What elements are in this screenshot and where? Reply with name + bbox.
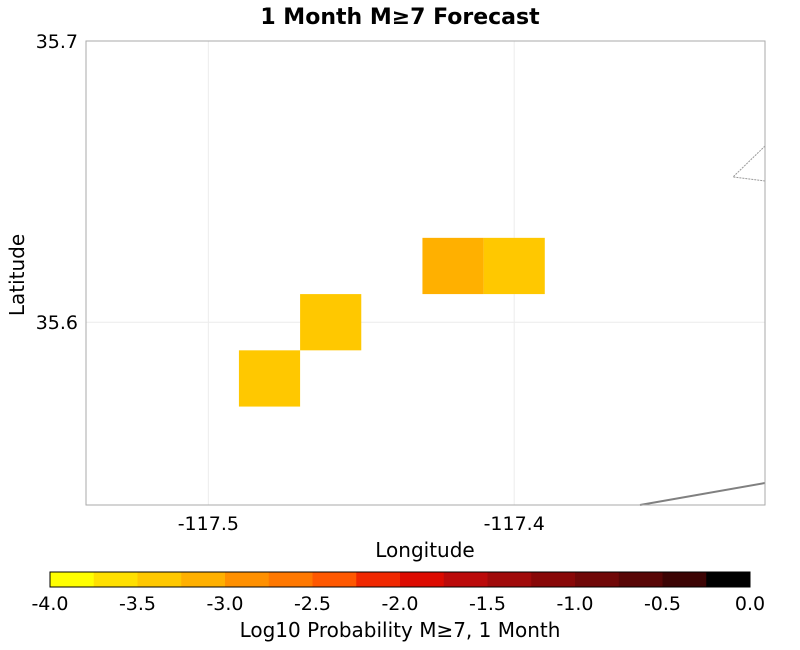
colorbar-swatch	[50, 572, 95, 587]
chart-title: 1 Month M≥7 Forecast	[260, 5, 540, 30]
x-axis-ticks: -117.5 -117.4	[178, 513, 545, 535]
y-axis-ticks: 35.7 35.6	[36, 31, 78, 334]
plot-frame	[85, 40, 766, 506]
colorbar-swatch	[662, 572, 707, 587]
colorbar-tick-label: -3.0	[206, 593, 243, 615]
x-tick-label: -117.4	[484, 513, 545, 535]
colorbar-swatch	[225, 572, 270, 587]
y-tick-label: 35.7	[36, 31, 78, 53]
colorbar-tick-label: -1.0	[556, 593, 593, 615]
colorbar-label: Log10 Probability M≥7, 1 Month	[240, 618, 561, 642]
colorbar-swatch	[181, 572, 226, 587]
colorbar-ticks: -4.0 -3.5 -3.0 -2.5 -2.0 -1.5 -1.0 -0.5 0.0	[31, 593, 765, 615]
colorbar-swatch	[356, 572, 401, 587]
colorbar-swatch	[443, 572, 488, 587]
colorbar-swatch	[137, 572, 182, 587]
colorbar-swatch	[312, 572, 357, 587]
heatmap-cell	[238, 350, 301, 407]
heatmap-cell	[300, 294, 362, 351]
colorbar-swatch	[531, 572, 576, 587]
colorbar-swatch	[706, 572, 751, 587]
colorbar-frame	[49, 571, 751, 588]
colorbar-tick-label: -0.5	[644, 593, 681, 615]
colorbar-tick-label: -2.5	[294, 593, 331, 615]
fault-trace-solid	[639, 482, 766, 506]
fault-lines	[639, 145, 766, 506]
fault-trace-dotted	[731, 145, 766, 182]
y-axis-label: Latitude	[5, 234, 29, 316]
y-tick-label: 35.6	[36, 312, 78, 334]
heatmap-cell	[422, 237, 484, 295]
colorbar-tick-label: -2.0	[381, 593, 418, 615]
colorbar-swatch	[575, 572, 620, 587]
colorbar-tick-label: -4.0	[31, 593, 68, 615]
colorbar-swatch	[268, 572, 313, 587]
colorbar-swatch	[93, 572, 138, 587]
colorbar-swatch	[400, 572, 445, 587]
colorbar-tick-label: -3.5	[119, 593, 156, 615]
x-tick-label: -117.5	[178, 513, 239, 535]
colorbar-tick-label: 0.0	[735, 593, 765, 615]
colorbar-swatch	[487, 572, 532, 587]
colorbar-tick-label: -1.5	[469, 593, 506, 615]
colorbar	[49, 571, 751, 588]
heatmap-cell	[483, 237, 545, 295]
colorbar-swatch	[618, 572, 663, 587]
x-axis-label: Longitude	[375, 538, 474, 562]
heatmap-cells	[238, 237, 545, 407]
